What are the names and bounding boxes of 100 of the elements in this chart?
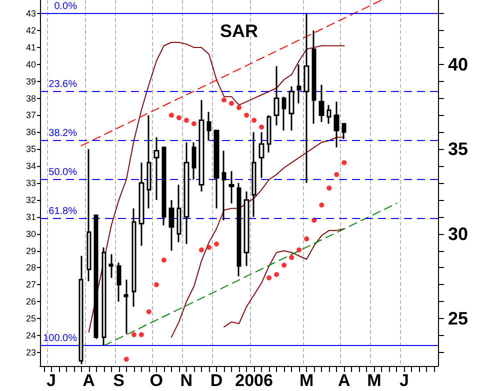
candlestick — [198, 99, 204, 192]
point — [282, 262, 287, 268]
point — [228, 100, 234, 106]
point — [214, 242, 219, 246]
candlestick — [138, 162, 144, 246]
point — [221, 97, 226, 102]
candlestick — [342, 122, 346, 140]
point — [138, 332, 144, 338]
line-series — [223, 228, 345, 328]
y2-tick-label: 30 — [448, 224, 468, 244]
point — [131, 332, 136, 338]
point — [252, 118, 257, 123]
candlestick — [222, 150, 226, 222]
x-tick-label: M — [300, 371, 314, 390]
candlestick — [206, 111, 212, 142]
candlestick — [184, 142, 190, 245]
y-tick-label: 40 — [26, 59, 36, 70]
y-tick-label: 27 — [26, 280, 36, 290]
candlestick — [108, 253, 114, 279]
y-tick-label: 39 — [26, 76, 36, 86]
y-tick-label: 36 — [26, 127, 36, 138]
y-tick-label: 31 — [26, 212, 36, 222]
x-tick-label: J — [46, 371, 56, 390]
point — [244, 112, 250, 118]
candlestick — [154, 136, 160, 201]
candlestick — [176, 184, 182, 244]
candlestick — [228, 170, 234, 204]
y2-tick-label: 40 — [448, 54, 468, 74]
point — [319, 202, 324, 208]
point — [198, 247, 204, 252]
point — [266, 275, 272, 280]
annotation: 0.0% — [54, 1, 78, 12]
candlestick — [318, 84, 324, 123]
candlestick — [274, 65, 280, 126]
candlestick — [296, 64, 302, 104]
y-tick-label: 26 — [26, 296, 36, 307]
y-tick-label: 35 — [26, 144, 36, 154]
y-tick-label: 37 — [26, 110, 36, 120]
y-tick-label: 29 — [26, 246, 36, 256]
point — [154, 282, 159, 288]
candlestick — [132, 208, 136, 308]
candlestick — [162, 146, 166, 226]
point — [304, 236, 310, 242]
y-tick-label: 28 — [26, 262, 36, 273]
y2-tick-label: 35 — [448, 139, 468, 160]
x-tick-label: O — [150, 371, 164, 390]
x-tick-label: J — [399, 371, 409, 390]
point — [326, 186, 332, 191]
y-tick-label: 23 — [26, 347, 36, 358]
annotation: 100.0% — [43, 333, 78, 344]
line-series — [88, 42, 345, 333]
x-tick-label: A — [82, 371, 95, 390]
x-tick-label: S — [113, 371, 125, 390]
candlestick — [252, 131, 256, 218]
line-series — [170, 136, 345, 338]
point — [342, 160, 347, 166]
x-tick-label: N — [180, 371, 193, 390]
candlestick — [192, 142, 196, 180]
y-tick-label: 25 — [26, 314, 36, 324]
candlestick — [236, 182, 242, 277]
candlestick — [116, 262, 122, 302]
x-tick-label: A — [338, 371, 350, 390]
candlestick — [146, 114, 152, 210]
y-tick-label: 41 — [26, 42, 36, 52]
point — [259, 124, 264, 130]
candlestick — [288, 86, 294, 132]
candlestick — [312, 30, 316, 124]
candlestick — [94, 214, 98, 340]
annotation: 61.8% — [48, 206, 78, 218]
y-tick-label: 38 — [26, 93, 36, 104]
candlestick — [86, 148, 92, 282]
annotation: 38.2% — [48, 128, 78, 140]
x-tick-label: D — [210, 371, 223, 390]
x-tick-label: M — [367, 371, 382, 390]
point — [274, 272, 280, 277]
point — [296, 247, 302, 252]
candlestick — [258, 131, 264, 179]
point — [176, 115, 182, 120]
point — [206, 244, 212, 250]
annotation: 50.0% — [48, 167, 78, 178]
candlestick — [102, 246, 106, 346]
y-tick-label: 24 — [26, 330, 36, 340]
annotation: 23.6% — [48, 79, 78, 90]
candlestick — [326, 104, 332, 124]
point — [124, 356, 129, 362]
y-tick-label: 42 — [26, 26, 36, 36]
x-tick-label: 2006 — [235, 371, 273, 390]
point — [191, 121, 196, 126]
y2-tick-label: 25 — [448, 308, 468, 329]
candlestick — [266, 114, 272, 154]
candlestick — [124, 278, 128, 335]
point — [236, 105, 242, 110]
point — [289, 255, 294, 260]
candlestick — [244, 190, 250, 267]
point — [146, 309, 152, 314]
point — [161, 258, 166, 263]
point — [184, 118, 189, 123]
point — [334, 172, 340, 178]
candlestick — [214, 130, 220, 210]
text: SAR — [220, 21, 258, 41]
